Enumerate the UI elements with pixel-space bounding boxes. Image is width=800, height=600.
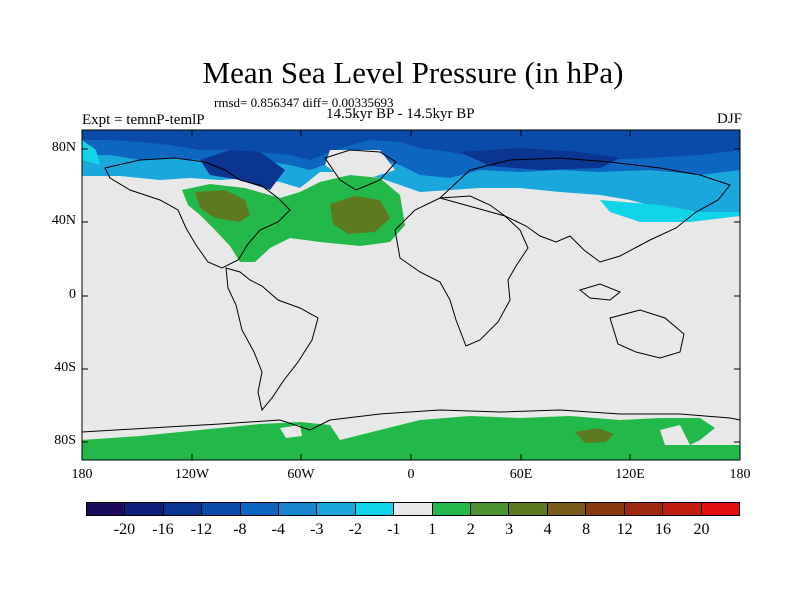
anomaly-region-plus-4-antarctic	[575, 428, 614, 443]
lat-label-80s: 80S	[54, 433, 76, 448]
map-title: Mean Sea Level Pressure (in hPa)	[202, 55, 624, 90]
lon-label-60w: 60W	[287, 467, 315, 482]
anomaly-region-plus-4-atlantic	[330, 196, 390, 234]
colorbar-swatch	[663, 503, 702, 515]
colorbar-label: -20	[113, 521, 136, 538]
anomaly-region-minus-1	[82, 140, 100, 165]
africa-europe-coast	[394, 195, 529, 347]
colorbar-label: 2	[466, 521, 475, 538]
colorbar-label: 12	[616, 521, 633, 538]
lat-label-40n: 40N	[51, 213, 76, 228]
antarctica-coast	[82, 409, 740, 433]
colorbar-label: 4	[543, 521, 552, 538]
lat-label-80n: 80N	[51, 140, 76, 155]
coastlines	[82, 149, 740, 433]
colorbar-swatch	[394, 503, 433, 515]
maritime-continent-coast	[578, 283, 621, 301]
colorbar-swatch	[317, 503, 356, 515]
colorbar-label: -1	[387, 521, 401, 538]
anomaly-region-minus-1-asia	[600, 200, 740, 222]
colorbar-swatch	[509, 503, 548, 515]
colorbar-label: -12	[190, 521, 213, 538]
colorbar-swatch	[163, 503, 203, 515]
colorbar-label: 1	[428, 521, 437, 538]
greenland-coast	[324, 149, 397, 191]
colorbar	[86, 502, 740, 516]
colorbar-label: 16	[655, 521, 672, 538]
colorbar-swatch	[240, 503, 280, 515]
antarctic-neutral-patch	[280, 425, 302, 438]
colorbar-label: 3	[505, 521, 514, 538]
lon-label-120w: 120W	[174, 467, 210, 482]
colorbar-swatch	[471, 503, 510, 515]
colorbar-label: -2	[348, 521, 362, 538]
colorbar-swatch	[432, 503, 472, 515]
anomaly-region-minus-12	[200, 150, 285, 190]
colorbar-swatch	[586, 503, 625, 515]
lat-label-0: 0	[69, 287, 76, 302]
lon-label-120e: 120E	[615, 467, 645, 482]
colorbar-swatch	[279, 503, 318, 515]
colorbar-swatch	[125, 503, 164, 515]
colorbar-swatch	[701, 503, 739, 515]
colorbar-label: -4	[271, 521, 285, 538]
colorbar-swatch	[547, 503, 587, 515]
colorbar-swatch	[624, 503, 664, 515]
stats-label: rmsd= 0.856347 diff= 0.00335693	[214, 95, 394, 110]
season-label: DJF	[716, 111, 742, 127]
greenland-neutral	[325, 150, 395, 178]
anomaly-region-plus-2-antarctic	[82, 416, 740, 460]
colorbar-label: -16	[152, 521, 174, 538]
australia-coast	[609, 309, 685, 359]
experiment-label: Expt = temnP-temlP	[82, 112, 205, 128]
colorbar-swatch	[87, 503, 126, 515]
colorbar-swatch	[202, 503, 241, 515]
asia-coast	[439, 157, 731, 263]
anomaly-fields	[82, 130, 740, 460]
lon-label-0: 0	[407, 467, 415, 482]
lat-label-40s: 40S	[54, 360, 76, 375]
colorbar-label: 20	[693, 521, 710, 538]
lon-label-180e: 180	[729, 467, 751, 482]
anomaly-region-plus-4-america	[195, 190, 250, 222]
axis-ticks	[81, 130, 741, 460]
colorbar-label: -3	[310, 521, 324, 538]
colorbar-label: -8	[233, 521, 247, 538]
south-america-coast	[225, 267, 319, 412]
colorbar-swatch	[355, 503, 395, 515]
lon-label-60e: 60E	[509, 467, 533, 482]
lon-label-180w: 180	[71, 467, 93, 482]
north-america-coast	[104, 157, 291, 269]
colorbar-label: 8	[582, 521, 591, 538]
period-label: 14.5kyr BP - 14.5kyr BP	[326, 106, 475, 122]
